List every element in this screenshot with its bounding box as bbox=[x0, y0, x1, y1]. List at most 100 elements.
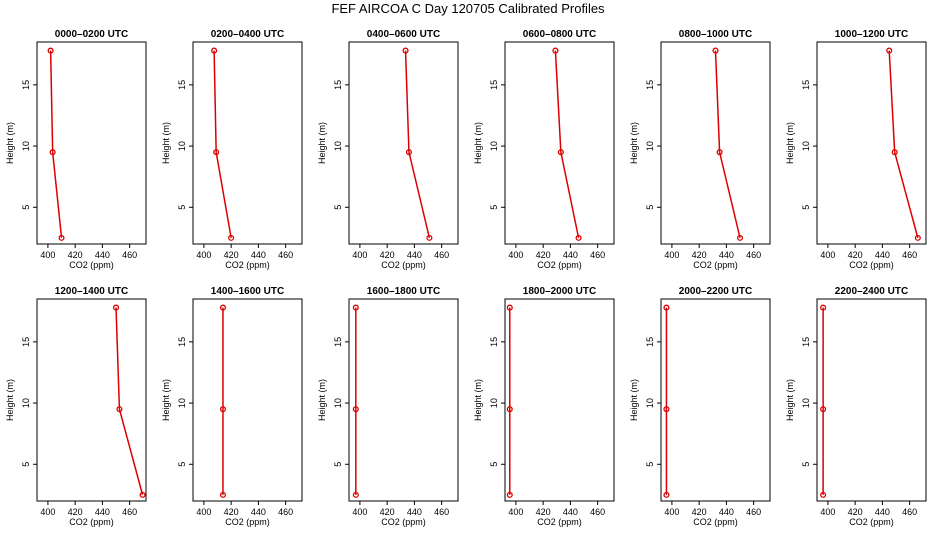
data-point bbox=[405, 149, 413, 156]
y-axis-label: Height (m) bbox=[5, 122, 15, 164]
data-point bbox=[426, 234, 433, 241]
plot-frame bbox=[660, 41, 771, 245]
y-tick-label: 15 bbox=[489, 337, 499, 347]
profile-panel: 1200–1400 UTC 400 420 440 460 5 10 15 CO2 (ppm) H… bbox=[5, 286, 147, 527]
panel-title: 1800–2000 UTC bbox=[523, 286, 596, 297]
plot-frame bbox=[348, 41, 459, 245]
profile-panel: 1400–1600 UTC 400 420 440 460 5 10 15 CO2 (ppm) H… bbox=[161, 286, 303, 527]
x-tick-label: 440 bbox=[719, 507, 734, 517]
data-point bbox=[716, 149, 723, 156]
x-tick-label: 440 bbox=[563, 507, 578, 517]
profile-panel: 1000–1200 UTC 400 420 440 460 5 10 15 CO2 (ppm) H… bbox=[785, 29, 927, 270]
y-tick-label: 10 bbox=[645, 398, 655, 408]
y-axis-label: Height (m) bbox=[317, 379, 327, 421]
y-tick-label: 5 bbox=[489, 462, 499, 467]
x-axis-label: CO2 (ppm) bbox=[381, 260, 426, 270]
data-point bbox=[891, 149, 898, 156]
data-point bbox=[575, 234, 582, 241]
x-tick-label: 420 bbox=[224, 250, 239, 260]
x-axis-label: CO2 (ppm) bbox=[537, 260, 582, 270]
profile-line bbox=[213, 50, 232, 239]
y-tick-label: 15 bbox=[333, 337, 343, 347]
x-tick-label: 440 bbox=[875, 507, 890, 517]
y-tick-label: 5 bbox=[645, 462, 655, 467]
x-tick-label: 440 bbox=[407, 507, 422, 517]
y-tick-label: 5 bbox=[333, 205, 343, 210]
y-tick-label: 10 bbox=[489, 141, 499, 151]
x-tick-label: 420 bbox=[380, 507, 395, 517]
data-point bbox=[219, 406, 227, 413]
data-point bbox=[112, 304, 120, 311]
x-tick-label: 440 bbox=[95, 507, 110, 517]
panel-title: 1000–1200 UTC bbox=[835, 29, 908, 40]
x-axis-label: CO2 (ppm) bbox=[537, 517, 582, 527]
y-axis-label: Height (m) bbox=[785, 122, 795, 164]
x-tick-label: 420 bbox=[692, 250, 707, 260]
x-axis-label: CO2 (ppm) bbox=[849, 517, 894, 527]
profile-line bbox=[554, 50, 580, 239]
x-tick-label: 440 bbox=[407, 250, 422, 260]
data-point bbox=[47, 47, 54, 54]
panel-title: 0200–0400 UTC bbox=[211, 29, 284, 40]
x-axis-label: CO2 (ppm) bbox=[849, 260, 894, 270]
data-point bbox=[139, 491, 146, 498]
plot-frame bbox=[660, 298, 771, 502]
y-axis-label: Height (m) bbox=[473, 122, 483, 164]
x-tick-label: 460 bbox=[902, 507, 917, 517]
data-point bbox=[914, 234, 921, 241]
y-axis-label: Height (m) bbox=[785, 379, 795, 421]
x-tick-label: 440 bbox=[875, 250, 890, 260]
data-point bbox=[352, 406, 359, 413]
x-tick-label: 460 bbox=[590, 250, 605, 260]
y-tick-label: 10 bbox=[177, 141, 187, 151]
x-tick-label: 420 bbox=[68, 507, 83, 517]
x-tick-label: 400 bbox=[196, 250, 211, 260]
profile-panel: 2000–2200 UTC 400 420 440 460 5 10 15 CO2 (ppm) H… bbox=[629, 286, 771, 527]
x-tick-label: 460 bbox=[434, 507, 449, 517]
profile-panel: 1600–1800 UTC 400 420 440 460 5 10 15 CO2 (ppm) H… bbox=[317, 286, 459, 527]
data-point bbox=[506, 304, 513, 311]
x-tick-label: 400 bbox=[508, 507, 523, 517]
profile-panel: 2200–2400 UTC 400 420 440 460 5 10 15 CO2 (ppm) H… bbox=[785, 286, 927, 527]
x-tick-label: 420 bbox=[848, 507, 863, 517]
y-tick-label: 5 bbox=[177, 205, 187, 210]
profile-panel: 0800–1000 UTC 400 420 440 460 5 10 15 CO2 (ppm) H… bbox=[629, 29, 771, 270]
profile-panel: 0400–0600 UTC 400 420 440 460 5 10 15 CO2 (ppm) H… bbox=[317, 29, 459, 270]
profile-panel: 0000–0200 UTC 400 420 440 460 5 10 15 CO2 (ppm) H… bbox=[5, 29, 147, 270]
plot-frame bbox=[348, 298, 459, 502]
data-point bbox=[58, 234, 65, 241]
data-point bbox=[736, 234, 744, 241]
data-point bbox=[663, 304, 670, 311]
y-tick-label: 5 bbox=[801, 205, 811, 210]
y-tick-label: 15 bbox=[21, 337, 31, 347]
y-tick-label: 15 bbox=[489, 80, 499, 90]
x-tick-label: 400 bbox=[40, 250, 55, 260]
x-tick-label: 440 bbox=[251, 250, 266, 260]
data-point bbox=[712, 47, 719, 54]
x-tick-label: 400 bbox=[352, 507, 367, 517]
x-axis-label: CO2 (ppm) bbox=[69, 517, 114, 527]
x-tick-label: 420 bbox=[536, 250, 551, 260]
y-tick-label: 15 bbox=[177, 337, 187, 347]
x-axis-label: CO2 (ppm) bbox=[225, 517, 270, 527]
x-tick-label: 400 bbox=[352, 250, 367, 260]
profile-panel: 0200–0400 UTC 400 420 440 460 5 10 15 CO2 (ppm) H… bbox=[161, 29, 303, 270]
x-tick-label: 460 bbox=[122, 507, 137, 517]
x-tick-label: 440 bbox=[563, 250, 578, 260]
x-tick-label: 460 bbox=[902, 250, 917, 260]
panel-title: 1400–1600 UTC bbox=[211, 286, 284, 297]
panel-grid: 0000–0200 UTC 400 420 440 460 5 10 15 CO2 (ppm) H… bbox=[5, 29, 927, 527]
x-tick-label: 400 bbox=[820, 507, 835, 517]
y-tick-label: 15 bbox=[645, 80, 655, 90]
plot-frame bbox=[816, 41, 927, 245]
plot-frame bbox=[816, 298, 927, 502]
y-axis-label: Height (m) bbox=[161, 379, 171, 421]
panel-title: 0000–0200 UTC bbox=[55, 29, 128, 40]
x-tick-label: 420 bbox=[692, 507, 707, 517]
x-tick-label: 440 bbox=[719, 250, 734, 260]
x-tick-label: 460 bbox=[122, 250, 137, 260]
y-axis-label: Height (m) bbox=[5, 379, 15, 421]
x-tick-label: 460 bbox=[590, 507, 605, 517]
data-point bbox=[352, 491, 359, 498]
